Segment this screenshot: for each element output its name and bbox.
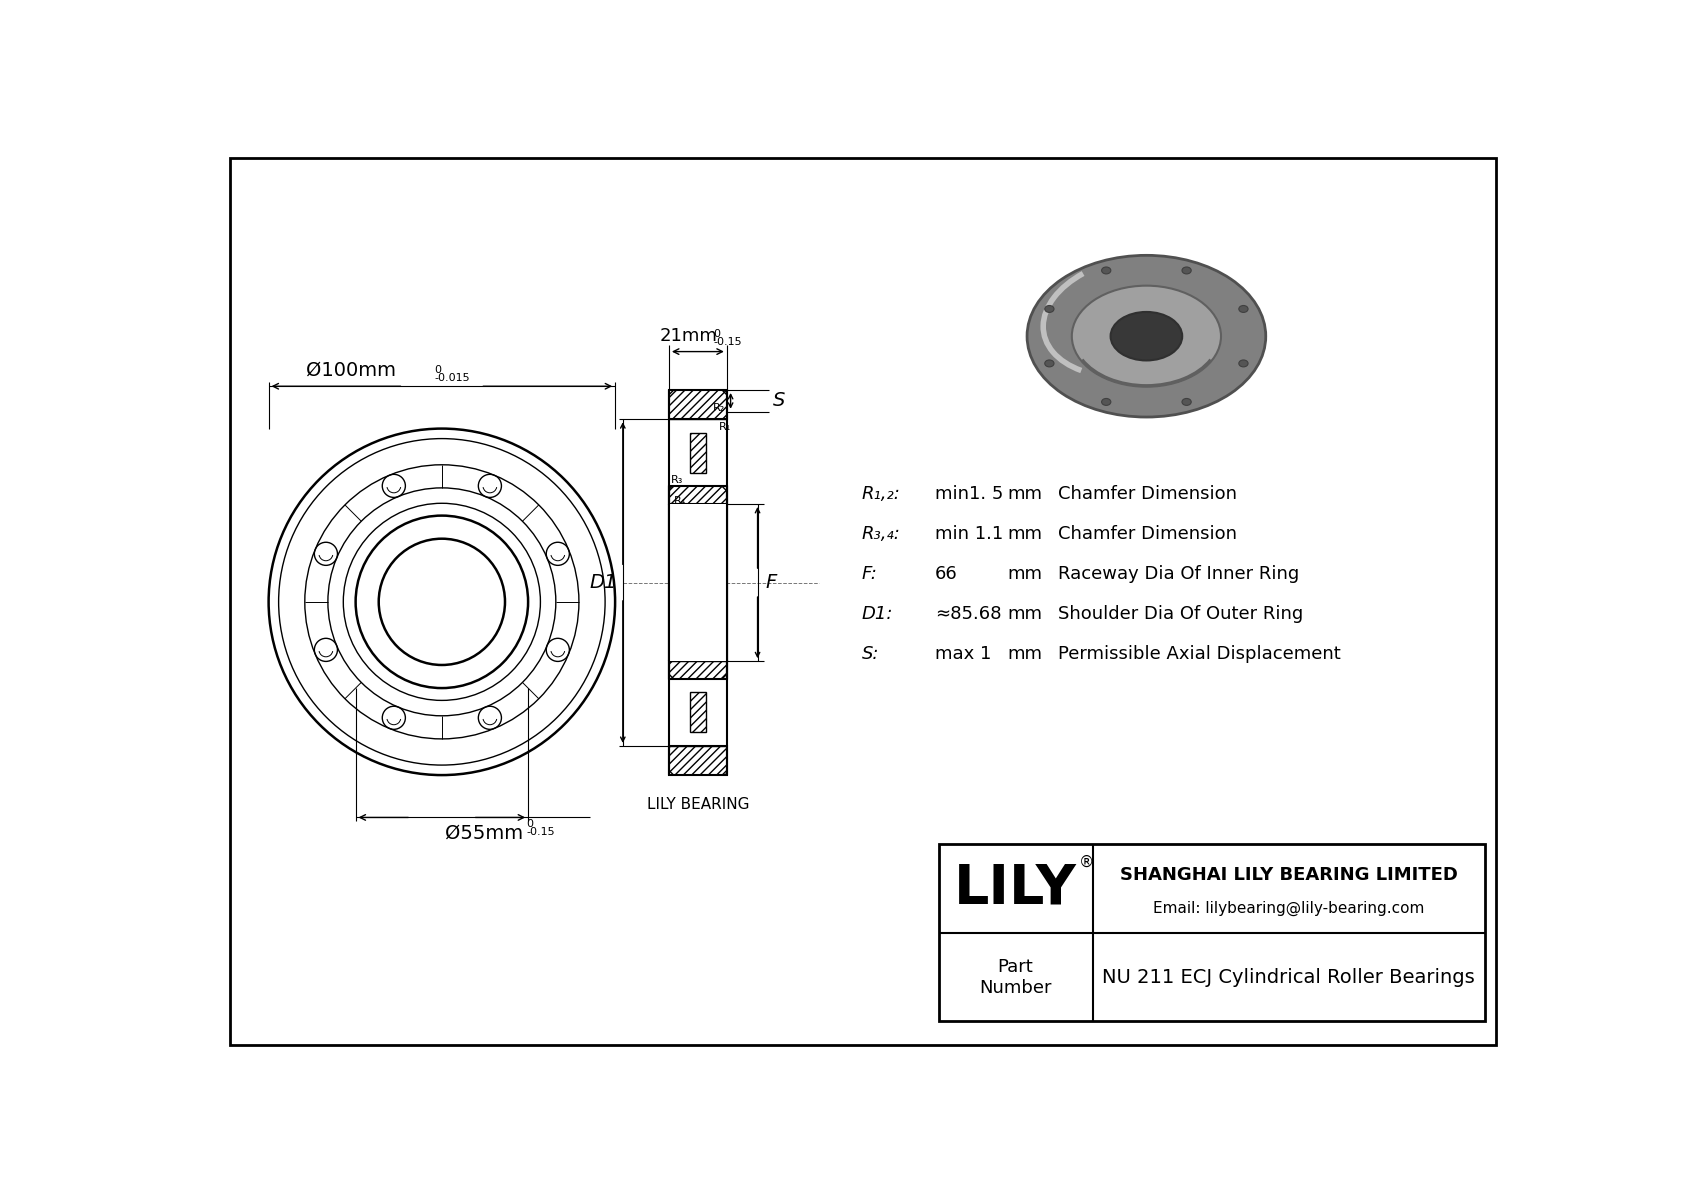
Text: Email: lilybearing@lily-bearing.com: Email: lilybearing@lily-bearing.com <box>1154 900 1425 916</box>
Ellipse shape <box>1182 267 1191 274</box>
Text: Shoulder Dia Of Outer Ring: Shoulder Dia Of Outer Ring <box>1058 605 1303 623</box>
Text: Raceway Dia Of Inner Ring: Raceway Dia Of Inner Ring <box>1058 565 1298 584</box>
Bar <box>690 432 706 473</box>
Text: 0: 0 <box>714 329 721 339</box>
Ellipse shape <box>1182 399 1191 405</box>
Text: -0.15: -0.15 <box>527 827 556 837</box>
Text: S: S <box>773 392 785 411</box>
Text: Ø55mm: Ø55mm <box>445 824 524 842</box>
Text: R₃: R₃ <box>670 475 684 485</box>
Text: R₃,₄:: R₃,₄: <box>862 525 901 543</box>
Text: ≈85.68: ≈85.68 <box>935 605 1002 623</box>
Ellipse shape <box>1239 306 1248 312</box>
Text: mm: mm <box>1007 565 1042 584</box>
Text: -0.15: -0.15 <box>714 337 743 347</box>
Text: mm: mm <box>1007 485 1042 503</box>
Ellipse shape <box>1044 360 1054 367</box>
Bar <box>669 661 727 679</box>
Bar <box>669 746 727 775</box>
Text: R₁,₂:: R₁,₂: <box>862 485 901 503</box>
Text: Ø100mm: Ø100mm <box>306 361 396 380</box>
Text: 0: 0 <box>434 366 441 375</box>
Text: R₁: R₁ <box>719 423 731 432</box>
Text: Chamfer Dimension: Chamfer Dimension <box>1058 525 1236 543</box>
Bar <box>669 486 727 504</box>
Bar <box>669 504 727 661</box>
Text: R₂: R₂ <box>712 404 726 413</box>
Text: F: F <box>765 573 776 592</box>
Text: Part
Number: Part Number <box>980 958 1052 997</box>
Text: Permissible Axial Displacement: Permissible Axial Displacement <box>1058 646 1340 663</box>
Text: LILY: LILY <box>955 861 1078 916</box>
Text: 66: 66 <box>935 565 958 584</box>
Text: min1. 5: min1. 5 <box>935 485 1004 503</box>
Text: D1:: D1: <box>862 605 893 623</box>
Text: -0.015: -0.015 <box>434 373 470 384</box>
Ellipse shape <box>1101 267 1111 274</box>
Text: LILY BEARING: LILY BEARING <box>647 797 749 811</box>
Ellipse shape <box>1071 286 1221 387</box>
Bar <box>938 844 1485 1022</box>
Ellipse shape <box>1239 360 1248 367</box>
Ellipse shape <box>1111 312 1182 361</box>
Text: mm: mm <box>1007 646 1042 663</box>
Text: F:: F: <box>862 565 877 584</box>
Text: ®: ® <box>1079 855 1095 871</box>
Ellipse shape <box>1027 255 1266 417</box>
Text: Chamfer Dimension: Chamfer Dimension <box>1058 485 1236 503</box>
Text: 21mm: 21mm <box>660 328 717 345</box>
Text: max 1: max 1 <box>935 646 992 663</box>
Text: mm: mm <box>1007 605 1042 623</box>
Text: R₄: R₄ <box>674 495 685 506</box>
Text: SHANGHAI LILY BEARING LIMITED: SHANGHAI LILY BEARING LIMITED <box>1120 866 1458 885</box>
Ellipse shape <box>1044 306 1054 312</box>
Ellipse shape <box>1101 399 1111 405</box>
Bar <box>669 391 727 419</box>
Text: NU 211 ECJ Cylindrical Roller Bearings: NU 211 ECJ Cylindrical Roller Bearings <box>1103 968 1475 986</box>
Text: 0: 0 <box>527 819 534 829</box>
Text: D1: D1 <box>589 573 616 592</box>
Text: min 1.1: min 1.1 <box>935 525 1004 543</box>
Text: mm: mm <box>1007 525 1042 543</box>
Bar <box>690 692 706 732</box>
Text: S:: S: <box>862 646 879 663</box>
